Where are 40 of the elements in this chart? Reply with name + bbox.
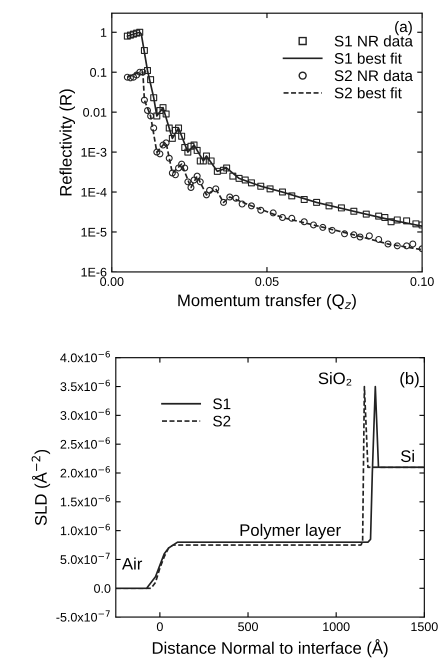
y-tick-label: 1 [100, 28, 106, 37]
y-tick-label: 5.0x10$^{−7}$ [60, 552, 110, 564]
y-tick-label: 3.5x10$^{−6}$ [60, 380, 110, 392]
y-tick-label: 1E-4 [82, 188, 107, 197]
annotation: Air [122, 557, 142, 570]
x-axis-title: Distance Normal to interface (Å) [152, 639, 388, 658]
annotation: (a) [395, 20, 412, 36]
annotation: Polymer layer [240, 524, 341, 540]
legend-label: S1 best fit [334, 52, 402, 64]
y-axis-title: Reflectivity (R) [59, 89, 76, 196]
y-tick-label: 1E-3 [82, 148, 106, 157]
y-tick-label: -5.0x10$^{−7}$ [56, 610, 110, 622]
x-axis-title: Momentum transfer (Q$_{z}$) [178, 294, 356, 310]
y-tick-label: 1.5x10$^{−6}$ [60, 494, 110, 506]
y-tick-label: 3.0x10$^{−6}$ [60, 408, 110, 420]
y-axis-title: SLD (Å$^{−2}$) [32, 450, 50, 526]
y-tick-label: 1E-6 [82, 268, 106, 277]
y-tick-label: 4.0x10$^{−6}$ [60, 350, 110, 362]
y-tick-label: 2.5x10$^{−6}$ [60, 437, 110, 449]
y-tick-label: 1E-5 [82, 228, 106, 237]
y-tick-label: 0.0 [94, 584, 110, 593]
x-tick-label: 1500 [411, 622, 438, 632]
x-tick-label: 500 [238, 622, 258, 632]
annotation: Si [401, 450, 414, 462]
legend-label: S1 NR data [334, 35, 413, 47]
legend-label: S2 best fit [334, 87, 402, 98]
x-tick-label: 1000 [323, 622, 350, 632]
y-tick-label: 1.0x10$^{−6}$ [60, 524, 110, 536]
legend-label: S1 [213, 398, 230, 410]
y-tick-label: 0.1 [90, 68, 106, 77]
y-tick-label: 0.01 [83, 108, 106, 117]
x-tick-label: 0 [156, 622, 163, 632]
x-tick-label: 0.10 [410, 277, 434, 286]
legend-label: S2 NR data [334, 70, 413, 82]
legend-label: S2 [213, 416, 230, 427]
x-tick-label: 0.05 [255, 277, 279, 286]
annotation: SiO₂ [318, 372, 352, 386]
y-tick-label: 2.0x10$^{−6}$ [60, 466, 110, 478]
annotation: (b) [400, 372, 419, 388]
x-tick-label: 0.00 [100, 277, 124, 286]
